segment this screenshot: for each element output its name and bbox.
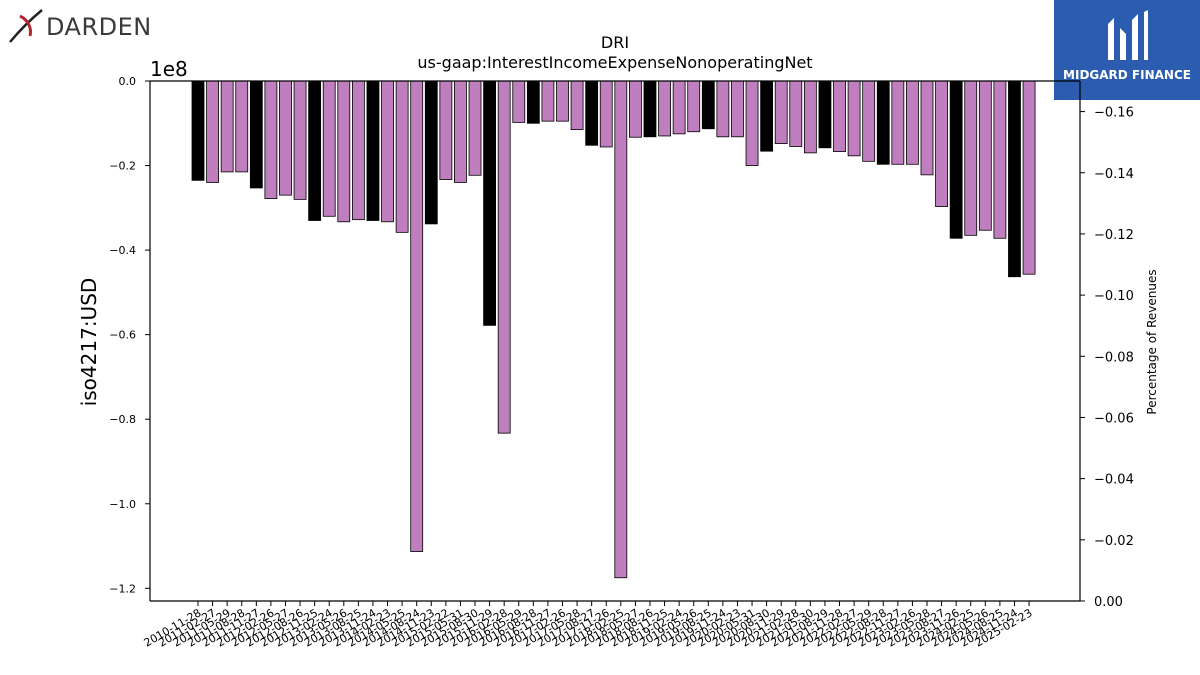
bar-group <box>191 80 1036 579</box>
bar-2018-05-27 <box>629 80 642 138</box>
bar-2020-02-23 <box>731 80 744 138</box>
y2-tick-label: 0.00 <box>1094 595 1123 610</box>
y2-tick-label: −0.12 <box>1094 228 1134 243</box>
bar-2016-02-28 <box>497 80 511 434</box>
bar-2014-08-24 <box>410 80 424 552</box>
bar-2020-11-29 <box>774 80 788 144</box>
bar-2011-02-27 <box>206 80 219 183</box>
bar-2014-11-23 <box>424 80 438 225</box>
bar-2024-08-25 <box>993 80 1007 239</box>
bar-2020-05-31 <box>745 80 759 166</box>
bar-2023-05-28 <box>920 80 934 176</box>
bar-2020-08-30 <box>760 80 774 152</box>
darden-logo-text: DARDEN <box>46 13 152 41</box>
y2-tick-label: −0.08 <box>1094 350 1134 365</box>
y2-axis-label: Percentage of Revenues <box>1145 269 1159 414</box>
bar-2021-11-28 <box>833 80 846 152</box>
y2-tick-label: −0.02 <box>1094 534 1134 549</box>
bar-2013-02-24 <box>322 80 336 217</box>
y2-tick-label: −0.14 <box>1094 167 1134 182</box>
bar-2017-11-26 <box>599 80 613 148</box>
bar-2018-08-26 <box>643 80 657 138</box>
chart-subtitle: us-gaap:InterestIncomeExpenseNonoperatin… <box>417 53 812 72</box>
bar-2013-08-25 <box>351 80 365 221</box>
bar-2025-02-23 <box>1022 80 1036 275</box>
bar-2024-05-26 <box>978 80 992 231</box>
bar-2017-02-26 <box>556 80 569 122</box>
y2-tick-label: −0.04 <box>1094 473 1134 488</box>
bar-2010-11-28 <box>191 80 205 181</box>
bar-2022-11-27 <box>891 80 905 165</box>
bar-2021-05-30 <box>803 80 817 154</box>
midgard-finance-logo: MIDGARD FINANCE <box>1054 0 1200 100</box>
bar-2015-11-29 <box>483 80 497 326</box>
bar-2012-11-25 <box>308 80 322 221</box>
bar-2018-02-25 <box>614 80 628 579</box>
bar-2023-02-26 <box>906 80 919 165</box>
bar-2023-08-27 <box>935 80 948 207</box>
bar-2015-08-30 <box>468 80 482 176</box>
bar-2014-02-23 <box>381 80 394 223</box>
bar-2019-08-25 <box>701 80 715 130</box>
bar-2022-05-29 <box>862 80 876 162</box>
y-tick-label: −0.6 <box>109 329 136 342</box>
midgard-m-icon <box>1108 10 1148 60</box>
bar-2012-08-26 <box>293 80 307 200</box>
y-tick-label: −0.2 <box>109 160 136 173</box>
bar-2024-11-24 <box>1008 80 1021 278</box>
y2-tick-label: −0.06 <box>1094 411 1134 426</box>
bar-2015-05-31 <box>454 80 467 183</box>
bar-2011-11-27 <box>249 80 263 189</box>
bar-2013-05-26 <box>337 80 351 223</box>
y-axis-label: iso4217:USD <box>77 278 101 407</box>
bar-2011-08-28 <box>235 80 249 173</box>
midgard-logo-text: MIDGARD FINANCE <box>1063 68 1191 82</box>
bar-2022-08-28 <box>876 80 890 165</box>
bar-2016-11-27 <box>541 80 555 122</box>
y-tick-label: −0.8 <box>109 413 136 426</box>
bar-2017-05-28 <box>570 80 584 131</box>
bar-2012-02-26 <box>264 80 278 199</box>
bar-2019-05-26 <box>687 80 701 133</box>
bar-2016-05-29 <box>512 80 526 123</box>
y2-tick-label: −0.10 <box>1094 289 1134 304</box>
bar-2024-02-25 <box>964 80 978 236</box>
y-tick-label: −1.0 <box>109 498 136 511</box>
bar-2019-11-24 <box>716 80 730 138</box>
bar-2012-05-27 <box>279 80 292 196</box>
chart-title: DRI <box>601 33 629 52</box>
bar-2016-08-28 <box>526 80 540 124</box>
y-tick-label: 0.0 <box>119 75 137 88</box>
bar-2021-02-28 <box>789 80 803 147</box>
axes-group: 0.0 −0.2 −0.4 −0.6 −0.8 −1.0 −1.2 0.00 −0.02 −0.0… <box>109 75 1134 650</box>
bar-2023-11-26 <box>949 80 963 239</box>
bar-2017-08-27 <box>585 80 599 146</box>
bar-2019-02-24 <box>672 80 686 135</box>
darden-logo: DARDEN <box>6 6 166 46</box>
bar-2021-08-29 <box>818 80 832 149</box>
bar-2011-05-29 <box>220 80 234 173</box>
bar-2022-02-27 <box>847 80 861 157</box>
bar-2015-02-22 <box>439 80 453 180</box>
bar-2013-11-24 <box>366 80 380 221</box>
bar-2018-11-25 <box>658 80 671 137</box>
y-offset-label: 1e8 <box>150 57 188 81</box>
darden-swoosh-icon <box>9 9 43 43</box>
y-tick-label: −0.4 <box>109 244 136 257</box>
bar-2014-05-25 <box>395 80 409 233</box>
y2-tick-label: −0.16 <box>1094 106 1134 121</box>
y-tick-label: −1.2 <box>109 582 136 595</box>
